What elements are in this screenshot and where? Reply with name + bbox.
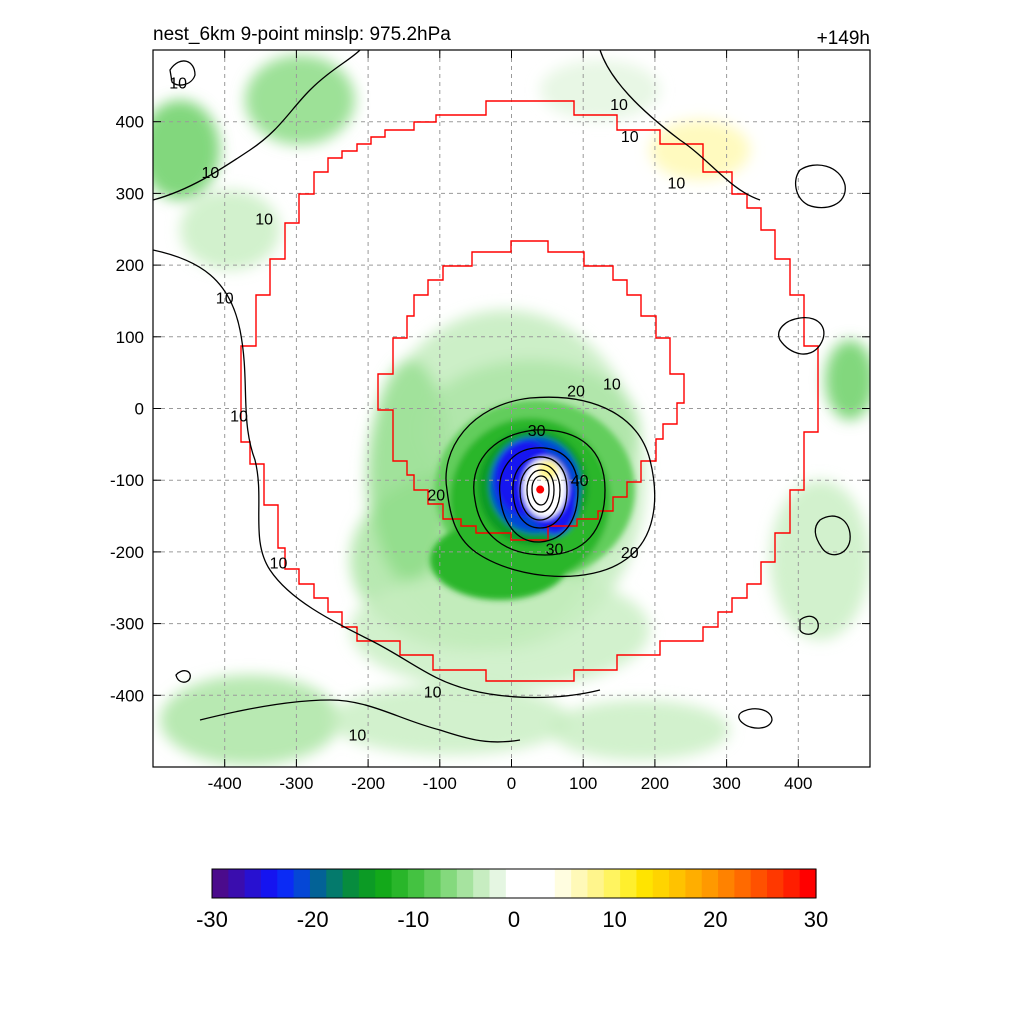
colorbar-swatch	[669, 869, 687, 898]
contour-label: 10	[216, 290, 234, 307]
colorbar-tick-label: 20	[703, 907, 727, 932]
contour-label: 10	[621, 129, 639, 146]
colorbar-swatch	[587, 869, 605, 898]
contour-label: 10	[348, 728, 366, 745]
colorbar-tick-label: -20	[297, 907, 329, 932]
colorbar-swatch	[767, 869, 784, 898]
plot-area: 10 10 10 10 10 10 10 10 10 10 10 10 20 20 20 30 30 40	[153, 50, 870, 767]
colorbar-swatch	[799, 869, 817, 898]
colorbar-swatch	[701, 869, 719, 898]
colorbar-swatch	[750, 869, 768, 898]
colorbar-swatch	[636, 869, 654, 898]
x-axis: -400 -300 -200 -100 0 100 200 300 400	[208, 50, 812, 793]
contour-label: 20	[427, 488, 445, 505]
y-tick-label: -200	[110, 543, 144, 562]
outer-domain-outline	[240, 100, 819, 682]
y-axis: -400 -300 -200 -100 0 100 200 300 400	[110, 113, 870, 705]
contour-label: 10	[201, 165, 219, 182]
contour-label: 10	[230, 409, 248, 426]
x-tick-label: -300	[279, 774, 313, 793]
contour-label: 10	[255, 211, 273, 228]
colorbar-swatch	[603, 869, 621, 898]
colorbar-tick-label: -30	[196, 907, 228, 932]
colorbar-swatch	[620, 869, 638, 898]
x-tick-label: -100	[423, 774, 457, 793]
x-tick-label: 200	[641, 774, 669, 793]
x-tick-label: 400	[784, 774, 812, 793]
colorbar-swatch	[293, 869, 311, 898]
contour-label: 20	[621, 545, 639, 562]
colorbar-swatch	[538, 869, 556, 898]
colorbar-swatch	[685, 869, 703, 898]
colorbar-swatch	[489, 869, 507, 898]
colorbar-swatch	[440, 869, 458, 898]
y-tick-label: 100	[116, 328, 144, 347]
colorbar-swatch	[424, 869, 442, 898]
x-tick-label: 0	[507, 774, 516, 793]
storm-center-marker	[536, 485, 545, 494]
colorbar-swatch	[391, 869, 409, 898]
contour-label: 10	[603, 376, 621, 393]
contour-label: 40	[571, 473, 589, 490]
colorbar-swatch	[260, 869, 278, 898]
colorbar-tick-label: 0	[508, 907, 520, 932]
colorbar-swatch	[212, 869, 229, 898]
x-tick-label: 300	[712, 774, 740, 793]
x-tick-label: 100	[569, 774, 597, 793]
shaded-field	[153, 55, 870, 765]
contour-label: 20	[567, 384, 585, 401]
isotach-contours	[153, 50, 851, 743]
colorbar: -30 -20 -10 0 10 20 30	[196, 868, 828, 932]
x-tick-label: -200	[351, 774, 385, 793]
contour-label: 10	[424, 685, 442, 702]
colorbar-swatch	[277, 869, 295, 898]
colorbar-swatch	[734, 869, 752, 898]
colorbar-swatch	[244, 869, 262, 898]
colorbar-swatch	[358, 869, 376, 898]
contour-labels: 10 10 10 10 10 10 10 10 10 10 10 10 20 20 20 30 30 40	[169, 75, 686, 745]
colorbar-swatch	[407, 869, 425, 898]
y-tick-label: -300	[110, 615, 144, 634]
contour-label: 10	[270, 556, 288, 573]
colorbar-frame	[211, 868, 817, 899]
colorbar-swatch	[473, 869, 491, 898]
colorbar-tick-label: 10	[602, 907, 626, 932]
contour-label: 10	[169, 75, 187, 92]
colorbar-tick-label: -10	[397, 907, 429, 932]
forecast-hour-label: +149h	[817, 28, 870, 49]
contour-label: 30	[546, 541, 564, 558]
y-tick-label: 200	[116, 256, 144, 275]
colorbar-swatch	[718, 869, 735, 898]
colorbar-swatch	[342, 869, 360, 898]
y-tick-label: 400	[116, 113, 144, 132]
colorbar-swatch	[456, 869, 474, 898]
colorbar-swatch	[652, 869, 670, 898]
x-tick-label: -400	[208, 774, 242, 793]
y-tick-label: 300	[116, 184, 144, 203]
colorbar-swatch	[522, 869, 540, 898]
colorbar-swatch	[505, 869, 523, 898]
contour-label: 10	[668, 176, 686, 193]
colorbar-tick-label: 30	[804, 907, 828, 932]
y-tick-label: -100	[110, 471, 144, 490]
colorbar-swatch	[309, 869, 327, 898]
y-tick-label: 0	[135, 400, 144, 419]
colorbar-swatch	[228, 869, 246, 898]
y-tick-label: -400	[110, 686, 144, 705]
contour-label: 30	[528, 423, 546, 440]
colorbar-swatch	[783, 869, 801, 898]
contour-label: 10	[610, 97, 628, 114]
chart-title: nest_6km 9-point minslp: 975.2hPa	[153, 24, 451, 45]
colorbar-swatch	[554, 869, 572, 898]
colorbar-swatch	[571, 869, 589, 898]
colorbar-swatch	[326, 869, 344, 898]
inner-domain-outline	[377, 240, 685, 541]
colorbar-swatch	[375, 869, 393, 898]
